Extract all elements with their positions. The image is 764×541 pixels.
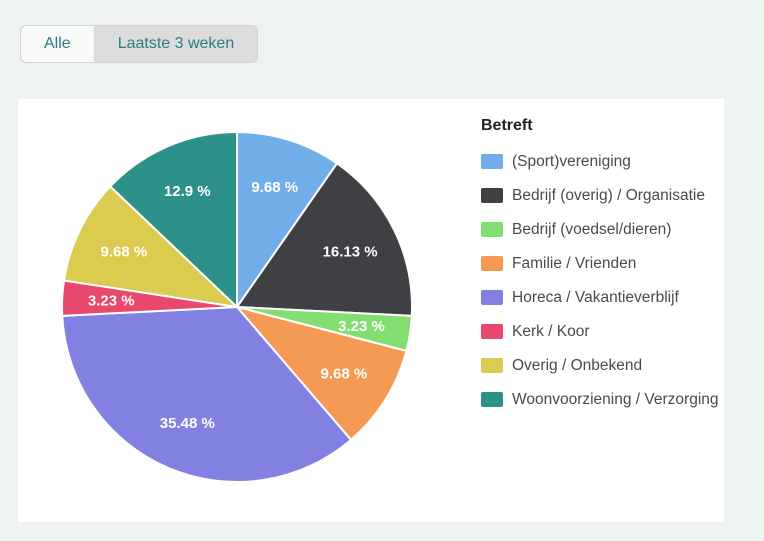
pie-slice-label-3: 3.23 % xyxy=(338,318,385,335)
legend-item-8: Woonvoorziening / Verzorging xyxy=(481,389,729,410)
pie-slice-4[interactable] xyxy=(236,306,408,441)
legend-swatch-4 xyxy=(481,256,503,271)
tab-alle[interactable]: Alle xyxy=(21,26,95,62)
pie-slice-label-2: 16.13 % xyxy=(323,244,378,261)
legend-label-6: Kerk / Koor xyxy=(512,323,590,340)
legend-item-7: Overig / Onbekend xyxy=(481,355,729,376)
legend-swatch-2 xyxy=(481,188,503,203)
legend-item-4: Familie / Vrienden xyxy=(481,253,729,274)
legend-swatch-5 xyxy=(481,290,503,305)
pie-slice-label-4: 9.68 % xyxy=(321,366,368,383)
legend-item-3: Bedrijf (voedsel/dieren) xyxy=(481,219,729,240)
chart-panel: 9.68 % 16.13 % 3.23 % 9.68 % 35.48 % 3.23 % 9.… xyxy=(18,99,724,522)
legend-swatch-3 xyxy=(481,222,503,237)
pie-slice-2[interactable] xyxy=(236,162,413,317)
pie-slice-label-1: 9.68 % xyxy=(251,179,298,196)
legend-label-4: Familie / Vrienden xyxy=(512,255,637,272)
legend-item-6: Kerk / Koor xyxy=(481,321,729,342)
legend-title: Betreft xyxy=(481,117,533,134)
legend-swatch-8 xyxy=(481,392,503,407)
chart-legend: Betreft (Sport)vereniging Bedrijf (overig… xyxy=(481,117,729,423)
pie-slice-label-6: 3.23 % xyxy=(88,293,135,310)
period-tab-group: Alle Laatste 3 weken xyxy=(20,25,259,63)
pie-slice-label-7: 9.68 % xyxy=(101,244,148,261)
legend-label-2: Bedrijf (overig) / Organisatie xyxy=(512,187,705,204)
legend-label-3: Bedrijf (voedsel/dieren) xyxy=(512,221,672,238)
tab-laatste-3-weken[interactable]: Laatste 3 weken xyxy=(95,26,258,62)
legend-label-5: Horeca / Vakantieverblijf xyxy=(512,289,679,306)
legend-item-5: Horeca / Vakantieverblijf xyxy=(481,287,729,308)
legend-label-1: (Sport)vereniging xyxy=(512,153,631,170)
legend-label-7: Overig / Onbekend xyxy=(512,357,643,374)
pie-slice-7[interactable] xyxy=(63,185,238,308)
pie-slice-8[interactable] xyxy=(109,131,238,308)
pie-chart: 9.68 % 16.13 % 3.23 % 9.68 % 35.48 % 3.23 % 9.… xyxy=(61,131,413,483)
pie-slice-5[interactable] xyxy=(61,306,352,483)
legend-item-2: Bedrijf (overig) / Organisatie xyxy=(481,185,729,206)
legend-label-8: Woonvoorziening / Verzorging xyxy=(512,391,719,408)
legend-item-1: (Sport)vereniging xyxy=(481,151,729,172)
legend-swatch-6 xyxy=(481,324,503,339)
pie-slice-label-8: 12.9 % xyxy=(164,183,211,200)
pie-slice-label-5: 35.48 % xyxy=(160,415,215,432)
legend-swatch-1 xyxy=(481,154,503,169)
legend-items: (Sport)vereniging Bedrijf (overig) / Orga… xyxy=(481,151,729,410)
pie-slice-1[interactable] xyxy=(236,131,338,308)
legend-swatch-7 xyxy=(481,358,503,373)
